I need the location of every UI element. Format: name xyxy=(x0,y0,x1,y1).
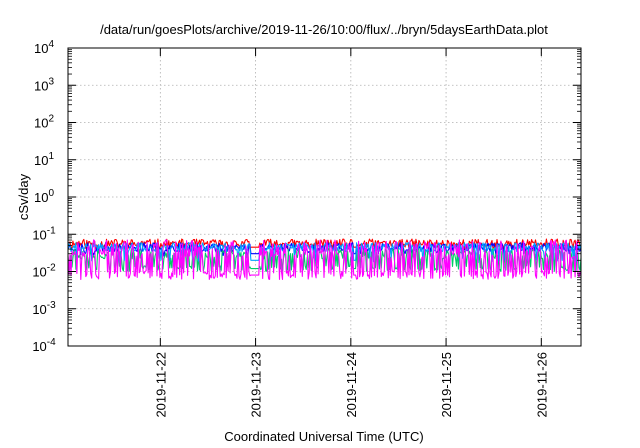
x-axis-label: Coordinated Universal Time (UTC) xyxy=(224,429,423,444)
y-tick-label: 102 xyxy=(34,114,54,131)
grid xyxy=(68,48,581,346)
x-tick-label: 2019-11-25 xyxy=(439,352,454,418)
x-tick-label: 2019-11-22 xyxy=(153,352,168,418)
y-tick-label: 103 xyxy=(34,76,54,93)
y-tick-label: 10-3 xyxy=(32,300,56,317)
y-axis: 10-4 10-3 10-2 10-1 100 101 102 103 104 xyxy=(32,39,581,354)
y-tick-label: 100 xyxy=(34,188,54,205)
y-tick-label: 10-2 xyxy=(32,263,56,280)
series-line xyxy=(67,242,582,258)
x-axis: 2019-11-22 2019-11-23 2019-11-24 2019-11-25… xyxy=(153,48,549,418)
chart-title: /data/run/goesPlots/archive/2019-11-26/1… xyxy=(100,22,548,37)
y-tick-label: 101 xyxy=(34,151,54,168)
y-tick-label: 10-4 xyxy=(32,337,56,354)
y-tick-label: 104 xyxy=(34,39,54,56)
x-tick-label: 2019-11-23 xyxy=(249,352,264,418)
data-series xyxy=(67,238,582,281)
series-line xyxy=(67,239,582,281)
y-axis-label: cSv/day xyxy=(16,173,31,220)
y-tick-label: 10-1 xyxy=(32,225,56,242)
x-tick-label: 2019-11-24 xyxy=(344,352,359,418)
x-tick-label: 2019-11-26 xyxy=(534,352,549,418)
